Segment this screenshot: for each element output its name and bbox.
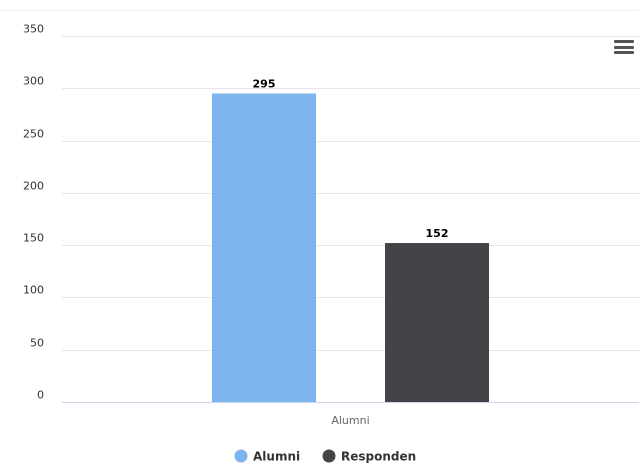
legend-marker	[234, 449, 248, 463]
legend: Alumni Responden	[234, 449, 417, 464]
bars	[212, 93, 489, 402]
y-axis-ticks: 0 50 100 150 200 250 300 350	[23, 23, 44, 402]
y-tick-label: 50	[30, 337, 44, 350]
legend-marker	[322, 449, 336, 463]
bar-alumni[interactable]	[212, 93, 316, 402]
gridlines	[0, 10, 639, 403]
x-category-label: Alumni	[331, 414, 369, 427]
y-tick-label: 300	[23, 75, 44, 88]
hamburger-menu-icon[interactable]	[614, 40, 634, 56]
data-labels: 295 152	[253, 78, 449, 241]
y-tick-label: 0	[37, 389, 44, 402]
y-tick-label: 350	[23, 23, 44, 36]
y-tick-label: 150	[23, 232, 44, 245]
bar-responden[interactable]	[385, 243, 489, 402]
x-axis-categories: Alumni	[331, 414, 369, 427]
legend-item-alumni[interactable]: Alumni	[234, 449, 301, 464]
y-tick-label: 250	[23, 128, 44, 141]
y-tick-label: 100	[23, 284, 44, 297]
legend-item-responden[interactable]: Responden	[322, 449, 417, 464]
legend-label: Responden	[341, 450, 416, 464]
y-tick-label: 200	[23, 180, 44, 193]
data-label: 295	[253, 78, 276, 91]
data-label: 152	[426, 227, 449, 240]
legend-label: Alumni	[253, 450, 300, 464]
